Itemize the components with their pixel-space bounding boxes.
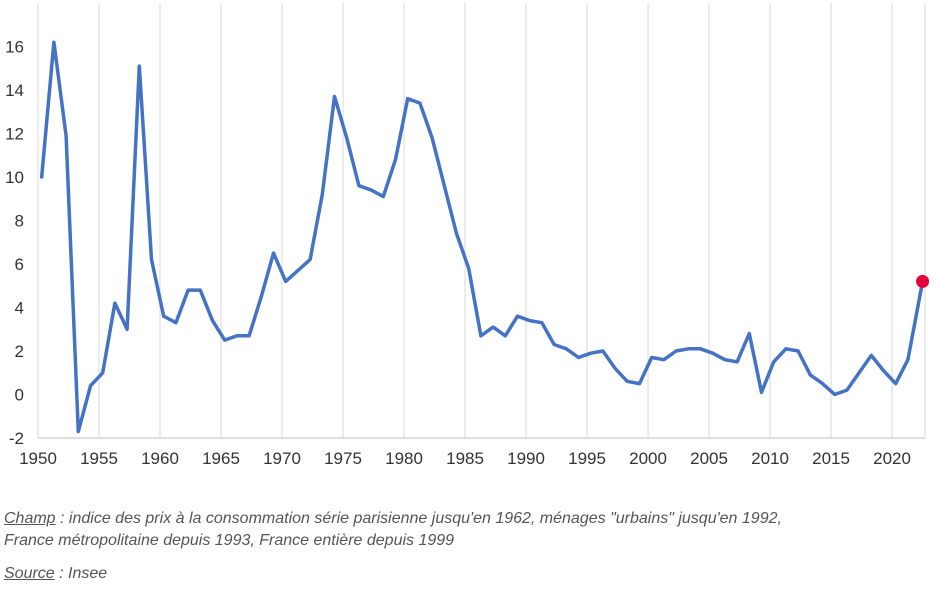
x-tick-label-1960: 1960: [141, 449, 179, 468]
y-tick-label-8: 8: [15, 212, 24, 231]
y-tick-label-4: 4: [15, 299, 24, 318]
highlight-point-2022.5: [916, 274, 930, 288]
x-tick-label-1985: 1985: [446, 449, 484, 468]
x-tick-label-2000: 2000: [629, 449, 667, 468]
line-chart: 1950 1955 1960 1965 1970 1975 1980 1985 1990 1995…: [5, 3, 930, 468]
y-tick-label-2: 2: [15, 342, 24, 361]
scope-note: Champ : indice des prix à la consommatio…: [4, 508, 929, 552]
inflation-series-line: [39, 40, 925, 434]
source-label: Source: [4, 565, 55, 582]
x-tick-label-1980: 1980: [385, 449, 423, 468]
y-axis: -2 0 2 4 6 8 10 12 14 16: [5, 38, 24, 449]
x-tick-label-1950: 1950: [19, 449, 57, 468]
x-tick-label-2020: 2020: [873, 449, 911, 468]
scope-label: Champ: [4, 510, 56, 527]
y-tick-label-16: 16: [5, 38, 24, 57]
x-tick-label-1995: 1995: [568, 449, 606, 468]
x-tick-label-2015: 2015: [812, 449, 850, 468]
x-tick-label-1970: 1970: [263, 449, 301, 468]
source-text: : Insee: [54, 565, 108, 582]
y-tick-label-12: 12: [5, 125, 24, 144]
x-tick-label-1975: 1975: [324, 449, 362, 468]
y-tick-label-10: 10: [5, 168, 24, 187]
x-tick-label-1965: 1965: [202, 449, 240, 468]
x-tick-label-1990: 1990: [507, 449, 545, 468]
source-note: Source : Insee: [4, 563, 929, 585]
y-tick-label-0: 0: [15, 386, 24, 405]
vertical-gridlines: [37, 3, 926, 438]
chart-notes: Champ : indice des prix à la consommatio…: [4, 508, 929, 596]
y-tick-label-14: 14: [5, 81, 24, 100]
scope-text-line1: : indice des prix à la consommation séri…: [55, 510, 782, 527]
y-tick-label--2: -2: [9, 429, 24, 448]
x-axis: 1950 1955 1960 1965 1970 1975 1980 1985 1990 1995…: [19, 437, 925, 468]
x-tick-label-2005: 2005: [690, 449, 728, 468]
y-tick-label-6: 6: [15, 255, 24, 274]
scope-text-line2: France métropolitaine depuis 1993, Franc…: [4, 532, 455, 549]
x-tick-label-1955: 1955: [80, 449, 118, 468]
series-layer: [39, 40, 930, 434]
x-tick-label-2010: 2010: [751, 449, 789, 468]
